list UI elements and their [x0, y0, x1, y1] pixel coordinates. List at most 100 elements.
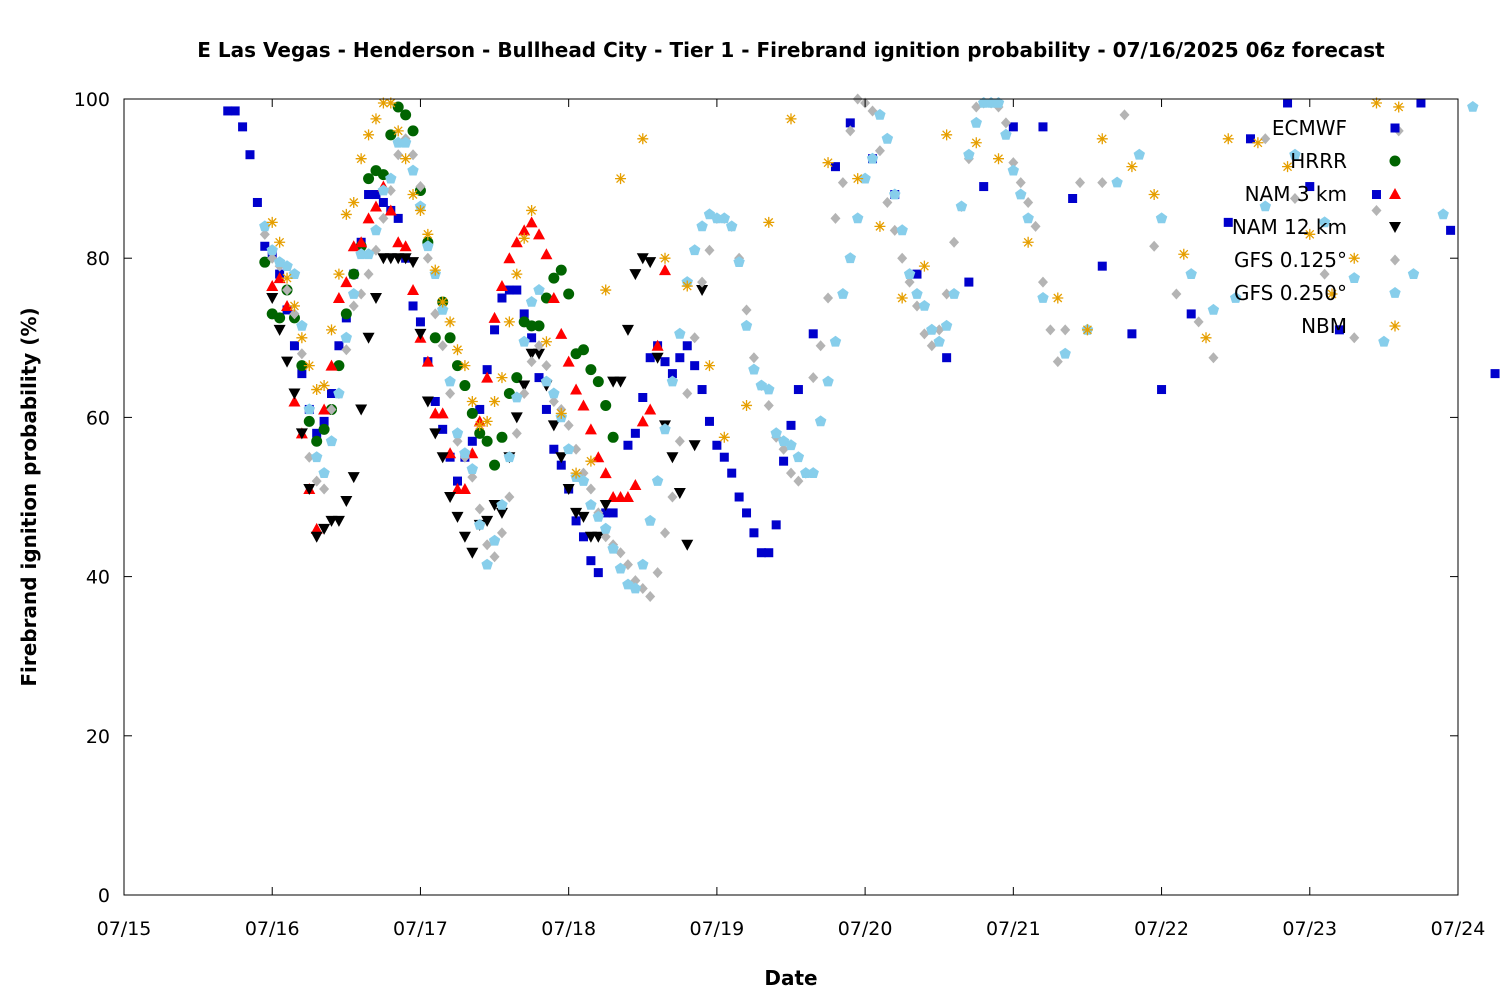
data-point — [548, 395, 559, 407]
y-tick-label: 20 — [86, 726, 110, 748]
data-point — [274, 236, 286, 248]
data-point — [592, 510, 604, 522]
data-point — [392, 101, 404, 113]
data-point — [466, 547, 479, 559]
data-point — [407, 164, 419, 176]
data-point — [970, 137, 982, 149]
data-point — [356, 288, 367, 300]
data-point — [259, 256, 271, 268]
data-point — [1230, 292, 1242, 303]
data-point — [495, 280, 508, 292]
data-point — [666, 375, 679, 387]
data-point — [511, 427, 522, 439]
data-point — [703, 360, 715, 372]
data-point — [585, 455, 597, 467]
data-point — [1037, 292, 1049, 303]
x-tick-label: 07/23 — [1282, 918, 1337, 940]
y-tick-label: 100 — [74, 89, 110, 111]
data-point — [689, 332, 700, 344]
data-point — [600, 284, 612, 296]
data-point — [600, 399, 612, 411]
data-point — [385, 129, 397, 141]
data-point — [897, 252, 908, 264]
data-point — [1022, 212, 1034, 224]
data-point — [466, 395, 478, 407]
data-point — [577, 399, 590, 411]
data-point — [303, 360, 315, 372]
data-point — [489, 459, 501, 471]
data-point — [570, 383, 583, 395]
data-point — [295, 428, 308, 440]
data-point — [414, 328, 427, 340]
data-point — [444, 332, 456, 344]
data-point — [630, 428, 640, 438]
data-point — [600, 522, 612, 534]
data-point — [466, 463, 478, 474]
data-point — [830, 162, 840, 172]
data-point — [363, 268, 374, 280]
x-axis-label: Date — [764, 966, 817, 990]
data-point — [436, 407, 449, 419]
data-point — [577, 344, 589, 356]
data-point — [303, 403, 315, 415]
data-point — [503, 316, 515, 328]
data-point — [785, 113, 797, 125]
data-point — [1015, 188, 1027, 200]
data-point — [741, 304, 752, 316]
data-point — [437, 303, 449, 315]
data-point — [281, 299, 294, 311]
data-point — [829, 335, 842, 347]
data-point — [1096, 133, 1108, 145]
data-point — [734, 492, 744, 502]
data-point — [289, 341, 299, 351]
data-point — [866, 152, 879, 164]
data-point — [1000, 117, 1011, 129]
data-point — [511, 372, 523, 384]
data-point — [444, 316, 456, 328]
data-point — [1207, 303, 1220, 315]
data-point — [563, 419, 574, 431]
data-point — [629, 582, 642, 594]
data-point — [1416, 98, 1426, 108]
data-point — [348, 196, 360, 208]
data-point — [651, 475, 664, 486]
data-point — [444, 375, 456, 387]
data-point — [608, 508, 618, 518]
data-point — [510, 236, 523, 248]
data-point — [453, 476, 462, 486]
data-point — [815, 340, 826, 352]
data-point — [1371, 190, 1381, 200]
data-point — [332, 292, 345, 303]
legend-marker — [1390, 123, 1400, 133]
data-point — [318, 403, 331, 415]
data-point — [238, 122, 248, 132]
data-point — [518, 335, 530, 347]
data-point — [1133, 148, 1145, 160]
data-point — [525, 216, 538, 228]
x-tick-label: 07/24 — [1431, 918, 1486, 940]
data-point — [763, 383, 775, 395]
data-point — [599, 467, 612, 479]
data-point — [318, 423, 330, 435]
data-point — [555, 327, 568, 339]
data-point — [259, 220, 271, 232]
data-point — [666, 452, 679, 464]
data-point — [556, 460, 566, 470]
data-point — [726, 220, 738, 232]
data-point — [911, 288, 923, 299]
data-point — [296, 319, 308, 331]
data-point — [311, 384, 323, 396]
data-point — [288, 268, 301, 279]
x-tick-label: 07/17 — [393, 918, 448, 940]
y-axis-ticks: 0 20 40 60 80 100 — [74, 89, 1458, 907]
data-point — [562, 484, 575, 496]
data-point — [673, 488, 686, 500]
y-axis-label: Firebrand ignition probability (%) — [17, 307, 41, 686]
data-point — [1149, 240, 1160, 252]
data-point — [422, 252, 433, 264]
data-point — [637, 133, 649, 145]
data-point — [288, 388, 301, 400]
data-point — [312, 428, 322, 438]
data-point — [1157, 385, 1167, 395]
data-point — [690, 361, 700, 371]
